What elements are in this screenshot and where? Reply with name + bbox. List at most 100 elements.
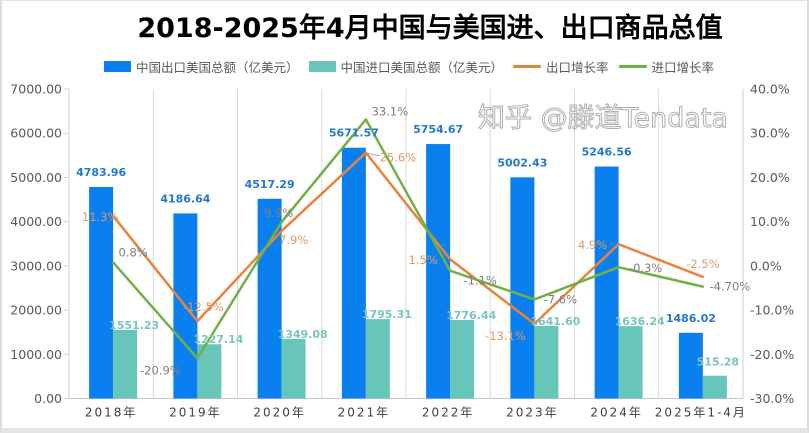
export-total-bar <box>594 166 619 399</box>
export-total-bar <box>510 177 535 399</box>
export-total-bar <box>341 147 366 399</box>
import-growth-point <box>448 269 452 272</box>
export-growth-point <box>111 214 115 218</box>
label-leader-line <box>365 152 380 157</box>
bar-series <box>89 144 727 399</box>
x-tick-label: 2024年 <box>590 406 643 420</box>
import-growth-value-label: 9.9% <box>264 206 293 220</box>
right-y-tick-label: 0.0% <box>750 258 782 273</box>
legend-swatch-import-growth <box>618 65 647 68</box>
data-labels: 4783.96 4186.64 4517.29 5671.57 5754.67 5002.… <box>76 105 750 378</box>
export-total-value-label: 4783.96 <box>76 166 126 179</box>
x-tick-label: 2019年 <box>169 406 222 420</box>
line-series <box>111 118 705 360</box>
import-total-value-label: 1349.08 <box>278 328 328 341</box>
right-y-tick-label: 40.0% <box>750 82 790 97</box>
import-growth-point <box>364 118 368 121</box>
left-y-tick-label: 6000.00 <box>10 126 62 141</box>
export-growth-value-label: 1.5% <box>409 253 438 267</box>
export-total-value-label: 5671.57 <box>329 127 379 140</box>
import-total-value-label: 1636.24 <box>615 315 665 328</box>
export-growth-value-label: -13.1% <box>485 329 526 343</box>
export-total-value-label: 5754.67 <box>413 123 463 136</box>
import-growth-value-label: 0.8% <box>119 245 148 259</box>
import-growth-value-label: -0.3% <box>629 261 662 275</box>
export-growth-point <box>533 322 536 325</box>
import-growth-value-label: -20.9% <box>140 363 181 377</box>
import-growth-value-label: -7.6% <box>544 292 577 306</box>
x-tick-label: 2020年 <box>253 406 306 420</box>
left-y-tick-label: 2000.00 <box>10 303 62 318</box>
export-growth-value-label: 7.9% <box>279 233 308 247</box>
import-growth-point <box>617 265 620 269</box>
x-tick-label: 2018年 <box>85 406 138 420</box>
export-total-bar <box>89 186 114 399</box>
export-growth-point <box>196 319 199 323</box>
legend-item-export-growth[interactable]: 出口增长率 <box>513 57 609 76</box>
chart-title: 2018-2025年4月中国与美国进、出口商品总值 <box>137 13 723 44</box>
export-growth-value-label: -12.5% <box>183 300 224 314</box>
import-growth-value-label: -4.70% <box>710 280 751 294</box>
import-growth-value-label: 33.1% <box>372 105 409 119</box>
legend-label-import-total: 中国进口美国总额（亿美元） <box>340 60 504 75</box>
legend-item-import-growth[interactable]: 进口增长率 <box>618 57 715 76</box>
left-y-tick-label: 1000.00 <box>10 347 62 362</box>
left-y-tick-label: 0.00 <box>34 391 62 406</box>
legend-swatch-export-total <box>104 61 131 72</box>
export-growth-value-label: -2.5% <box>686 257 719 271</box>
legend-item-export-total[interactable]: 中国出口美国总额（亿美元） <box>104 57 299 76</box>
import-total-bar <box>450 319 475 399</box>
legend-label-export-growth: 出口增长率 <box>546 60 609 75</box>
x-tick-label: 2022年 <box>422 406 475 420</box>
left-y-tick-label: 4000.00 <box>10 214 62 229</box>
import-total-value-label: 1776.44 <box>446 309 496 322</box>
axes: 0.00 1000.00 2000.00 3000.00 4000.00 5000.00 6… <box>10 82 794 420</box>
gridlines <box>152 89 660 399</box>
export-growth-point <box>280 229 283 233</box>
right-y-tick-label: 30.0% <box>750 126 790 141</box>
right-y-tick-label: -30.0% <box>750 391 794 406</box>
legend-swatch-import-total <box>308 61 336 72</box>
export-total-value-label: 5002.43 <box>497 156 547 169</box>
export-growth-point <box>701 275 705 279</box>
import-total-value-label: 1641.60 <box>530 315 580 328</box>
export-growth-point <box>617 242 620 246</box>
legend-swatch-export-growth <box>513 65 542 68</box>
x-tick-label: 2023年 <box>506 406 559 420</box>
export-total-value-label: 1486.02 <box>666 312 716 325</box>
import-growth-line <box>112 118 704 360</box>
import-total-bar <box>702 375 727 399</box>
import-growth-point <box>701 285 705 288</box>
left-y-tick-label: 7000.00 <box>10 82 62 97</box>
export-total-bar <box>426 144 451 399</box>
export-growth-point <box>448 258 452 261</box>
legend-label-export-total: 中国出口美国总额（亿美元） <box>136 60 299 75</box>
export-growth-value-label: 25.6% <box>380 151 417 165</box>
export-growth-line <box>112 151 704 326</box>
right-y-tick-label: 10.0% <box>750 214 790 229</box>
export-total-bar <box>678 332 703 399</box>
x-tick-label: 2025年1-4月 <box>655 406 747 420</box>
export-growth-value-label: 11.3% <box>82 210 119 224</box>
legend-label-import-growth: 进口增长率 <box>651 60 715 75</box>
legend-item-import-total[interactable]: 中国进口美国总额（亿美元） <box>308 57 504 76</box>
import-total-value-label: 1227.14 <box>193 333 243 346</box>
import-total-bar <box>281 338 306 399</box>
left-y-tick-label: 5000.00 <box>10 170 62 185</box>
export-total-value-label: 5246.56 <box>582 146 632 159</box>
import-total-value-label: 515.28 <box>697 356 739 369</box>
x-tick-label: 2021年 <box>338 406 391 420</box>
import-total-value-label: 1795.31 <box>362 308 412 321</box>
export-total-value-label: 4517.29 <box>245 178 295 191</box>
export-growth-value-label: 4.9% <box>578 238 607 252</box>
import-growth-point <box>533 298 536 301</box>
export-total-bar <box>257 198 282 399</box>
chart-legend: 中国出口美国总额（亿美元） 中国进口美国总额（亿美元） 出口增长率 进口增长率 <box>104 57 714 76</box>
import-growth-value-label: -1.1% <box>463 274 496 288</box>
export-total-value-label: 4186.64 <box>160 192 210 205</box>
import-growth-point <box>111 261 115 264</box>
import-total-bar <box>113 329 138 399</box>
import-growth-point <box>280 220 283 224</box>
